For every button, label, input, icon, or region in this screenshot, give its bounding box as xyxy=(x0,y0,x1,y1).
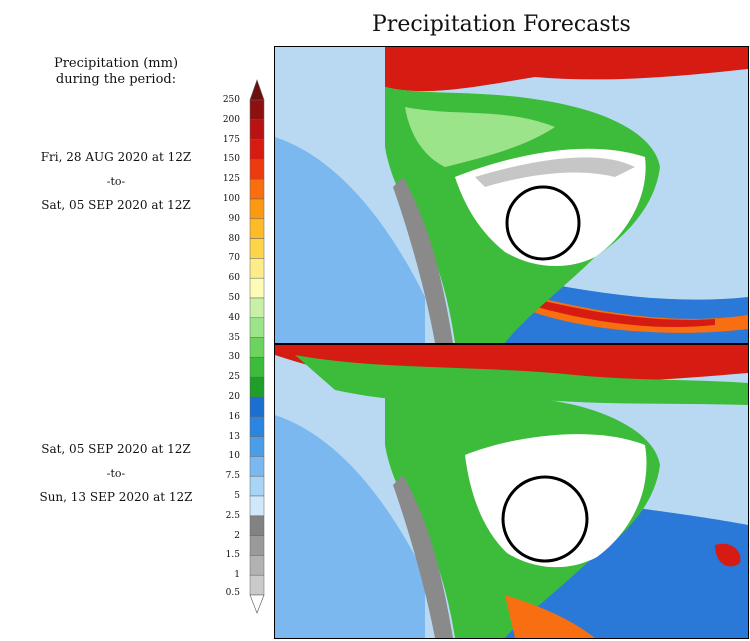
legend-swatch xyxy=(249,277,265,299)
legend-swatch xyxy=(249,475,265,497)
legend-tick-label: 90 xyxy=(228,213,240,224)
legend-tick-label: 16 xyxy=(228,411,240,422)
legend-tick-label: 1.5 xyxy=(225,550,240,561)
andes-grey xyxy=(393,475,453,638)
legend-tick-label: 100 xyxy=(222,194,240,204)
legend-swatch xyxy=(249,436,265,457)
period-2-end: Sun, 13 SEP 2020 at 12Z xyxy=(39,490,193,504)
legend-swatch xyxy=(249,357,265,378)
legend-heading-line2: during the period: xyxy=(55,72,177,87)
legend-tick-label: 2 xyxy=(234,530,240,541)
legend-tick-label: 13 xyxy=(228,431,240,442)
highlight-circle xyxy=(501,475,589,563)
legend-swatch xyxy=(249,119,265,140)
legend-swatch xyxy=(249,376,265,398)
legend-swatch xyxy=(249,297,265,319)
legend-swatch xyxy=(249,139,265,160)
legend-arrow-top xyxy=(249,79,265,101)
legend-tick-label: 5 xyxy=(234,491,240,501)
amazon-green-light xyxy=(405,107,555,167)
legend-swatch xyxy=(249,416,265,437)
legend-swatch xyxy=(249,396,265,418)
legend-arrow-bottom xyxy=(249,594,265,614)
legend-tick-label: 70 xyxy=(228,253,240,264)
period-1-sep: -to- xyxy=(106,175,126,188)
legend-tick-label: 40 xyxy=(228,312,240,323)
legend-swatch xyxy=(249,198,265,220)
legend-tick-label: 1 xyxy=(234,570,240,581)
andes-grey xyxy=(393,177,453,343)
legend-tick-label: 250 xyxy=(222,95,240,105)
atlantic-red-spot xyxy=(715,543,741,567)
dry-interior xyxy=(465,434,647,568)
legend-tick-label: 35 xyxy=(228,332,240,343)
highlight-circle xyxy=(505,185,581,261)
legend-tick-label: 20 xyxy=(228,392,240,402)
legend-colorbar xyxy=(249,79,265,614)
legend-heading-line1: Precipitation (mm) xyxy=(53,56,179,71)
period-2-start: Sat, 05 SEP 2020 at 12Z xyxy=(41,442,191,456)
period-2-sep: -to- xyxy=(106,467,126,480)
legend-swatch xyxy=(249,159,265,180)
legend-swatch xyxy=(249,337,265,358)
legend-tick-label: 7.5 xyxy=(225,471,240,482)
legend-tick-label: 200 xyxy=(222,114,240,125)
map-panel-period-2 xyxy=(274,344,749,639)
south-storm xyxy=(505,595,595,638)
legend-swatch xyxy=(249,574,265,596)
legend-tick-label: 175 xyxy=(222,134,240,145)
legend-tick-label: 60 xyxy=(228,273,240,284)
legend-swatch xyxy=(249,456,265,477)
legend-swatch xyxy=(249,99,265,121)
legend-tick-label: 150 xyxy=(222,154,240,165)
legend-tick-label: 50 xyxy=(228,293,240,303)
color-legend: 250 200 175 150 125 100 90 80 70 60 50 40 35 30 25 20 16… xyxy=(200,78,270,618)
period-1-end: Sat, 05 SEP 2020 at 12Z xyxy=(41,198,191,212)
legend-swatch xyxy=(249,218,265,239)
legend-tick-label: 0.5 xyxy=(225,588,240,599)
period-1-start: Fri, 28 AUG 2020 at 12Z xyxy=(40,150,192,164)
pacific-moist-band xyxy=(275,415,425,638)
legend-swatch xyxy=(249,238,265,259)
map-period-2 xyxy=(275,345,748,638)
legend-swatch xyxy=(249,515,265,536)
map-panel-period-1 xyxy=(274,46,749,344)
legend-swatch xyxy=(249,178,265,200)
legend-tick-label: 80 xyxy=(228,233,240,244)
legend-tick-label: 2.5 xyxy=(225,510,240,521)
legend-swatch xyxy=(249,555,265,576)
legend-tick-label: 125 xyxy=(222,174,240,185)
legend-tick-label: 30 xyxy=(228,352,240,363)
tropical-rain-band xyxy=(385,47,748,92)
atlantic-storm-core xyxy=(535,299,715,327)
legend-tick-label: 25 xyxy=(228,372,240,383)
legend-swatch xyxy=(249,495,265,517)
period-2-label: Sat, 05 SEP 2020 at 12Z -to- Sun, 13 SEP… xyxy=(18,442,214,505)
period-1-label: Fri, 28 AUG 2020 at 12Z -to- Sat, 05 SEP… xyxy=(18,150,214,213)
legend-swatch xyxy=(249,535,265,556)
legend-tick-label: 10 xyxy=(228,451,240,462)
legend-swatch xyxy=(249,258,265,279)
legend-heading: Precipitation (mm) during the period: xyxy=(18,56,214,88)
dry-grey-edge xyxy=(475,157,635,187)
map-period-1 xyxy=(275,47,748,343)
pacific-moist-band xyxy=(275,137,425,343)
legend-swatch xyxy=(249,317,265,338)
